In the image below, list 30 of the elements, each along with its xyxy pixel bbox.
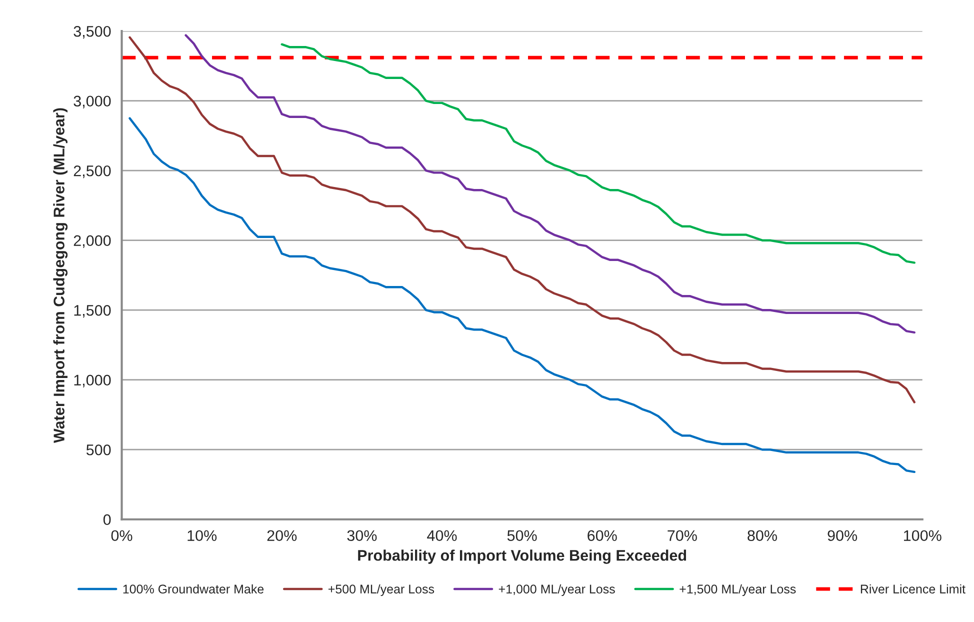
x-tick-label: 10% bbox=[188, 530, 217, 542]
x-tick-label: 20% bbox=[267, 530, 297, 542]
x-tick-label: 100% bbox=[904, 530, 942, 542]
x-tick-label: 40% bbox=[427, 530, 457, 542]
y-tick-label: 2,000 bbox=[74, 235, 111, 248]
y-tick-label: 2,500 bbox=[74, 165, 111, 178]
legend-label: +1,000 ML/year Loss bbox=[498, 584, 615, 596]
line-series bbox=[128, 36, 916, 404]
legend-label: 100% Groundwater Make bbox=[123, 584, 264, 594]
line-series bbox=[184, 34, 916, 334]
y-tick-label: 3,500 bbox=[74, 26, 111, 39]
line-series bbox=[280, 43, 916, 264]
x-tick-label: 0% bbox=[111, 530, 132, 542]
x-tick-label: 90% bbox=[828, 530, 858, 542]
y-tick-label: 1,500 bbox=[74, 304, 111, 318]
y-tick-label: 3,000 bbox=[74, 96, 111, 108]
x-tick-label: 80% bbox=[748, 530, 777, 542]
y-tick-label: 1,000 bbox=[74, 374, 111, 388]
x-axis-title: Probability of Import Volume Being Exceeded bbox=[358, 550, 686, 564]
y-tick-label: 500 bbox=[86, 444, 111, 456]
legend-label: +500 ML/year Loss bbox=[328, 584, 434, 596]
y-axis-title: Water Import from Cudgegong River (ML/year) bbox=[53, 108, 68, 443]
line-series bbox=[128, 117, 916, 474]
legend-label: +1,500 ML/year Loss bbox=[680, 584, 796, 596]
x-tick-label: 70% bbox=[668, 530, 697, 542]
x-tick-label: 50% bbox=[507, 530, 537, 542]
x-tick-label: 30% bbox=[347, 530, 377, 542]
legend-label: River Licence Limit bbox=[860, 584, 966, 594]
y-tick-label: 0 bbox=[103, 514, 111, 526]
x-tick-label: 60% bbox=[588, 530, 617, 542]
